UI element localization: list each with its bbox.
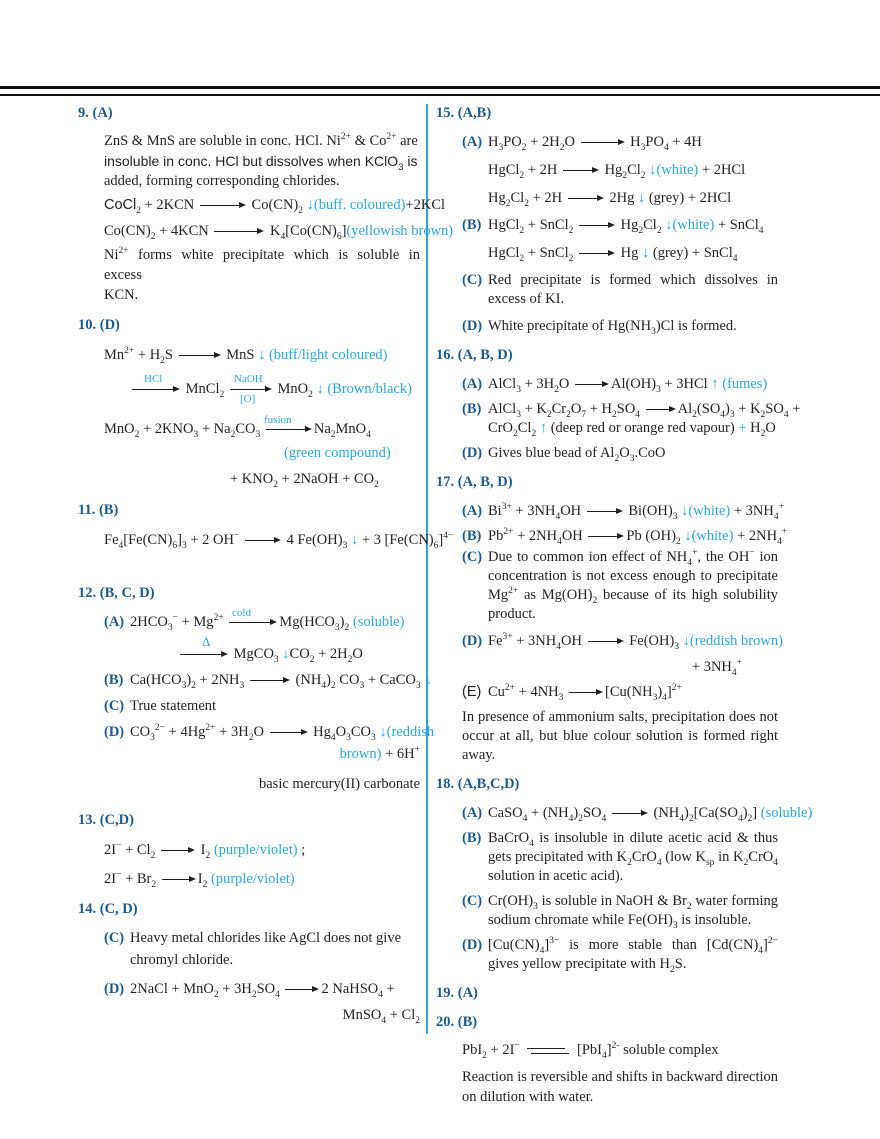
answer-15-option-a: (A) H3PO2 + 2H2O H3PO4 + 4H (462, 134, 702, 153)
answer-18-option-a: (A) CaSO4 + (NH4)2SO4 (NH4)2[Ca(SO4)2] (… (462, 805, 813, 824)
answer-20-note: Reaction is reversible and shifts in bac… (462, 1069, 778, 1105)
answer-15-option-b: (B) HgCl2 + SnCl2 Hg2Cl2 ↓(white) + SnCl… (462, 217, 764, 236)
answer-18-option-d: (D) [Cu(CN)4]3− is more stable than [Cd(… (462, 936, 778, 975)
answer-14-option-c: (C) Heavy metal chlorides like AgCl does… (104, 930, 402, 946)
answer-9-line-3: added, forming corresponding chlorides. (104, 173, 340, 189)
ammonium-salts-note: In presence of ammonium salts, precipita… (462, 709, 778, 763)
answer-12-option-d: (D) CO32− + 4Hg2+ + 3H2O Hg4O3CO3 ↓(redd… (104, 723, 435, 743)
answer-12-option-b: (B) Ca(HCO3)2 + 2NH3 (NH4)2 CO3 + CaCO3 … (104, 672, 432, 691)
answer-12-heading: 12. (B, C, D) (78, 585, 155, 601)
answer-17-option-d: (D) Fe3+ + 3NH4OH Fe(OH)3 ↓(reddish brow… (462, 632, 783, 652)
answer-9-explanation: ZnS & MnS are soluble in conc. HCl. Ni2+… (104, 131, 454, 305)
answer-11: 11. (B) Fe4[Fe(CN)6]3 + 2 OH− 4 Fe(OH)3 … (78, 501, 454, 551)
answer-13-reaction-1: 2I− + Cl2 I2 (purple/violet) ; (104, 841, 306, 861)
answer-11-reaction: Fe4[Fe(CN)6]3 + 2 OH− 4 Fe(OH)3 ↓ + 3 [F… (104, 531, 454, 551)
answer-17: 17. (A, B, D) (A) Bi3+ + 3NH4OH Bi(OH)3 … (436, 473, 788, 765)
answer-15: 15. (A,B) (A) H3PO2 + 2H2O H3PO4 + 4H Hg… (436, 104, 778, 337)
answer-9-reaction-1: CoCl2 + 2KCN Co(CN)2 ↓(buff. coloured)+2… (104, 197, 445, 216)
basic-mercury-carbonate-note: basic mercury(II) carbonate (258, 776, 420, 792)
oxidation-label: [O] (240, 393, 256, 405)
answer-9-line-7: KCN. (104, 287, 139, 303)
top-rule-thick (0, 86, 880, 89)
answer-9: 9. (A) ZnS & MnS are soluble in conc. HC… (78, 104, 454, 305)
answer-16-body: (A) AlCl3 + 3H2O Al(OH)3 + 3HCl ↑ (fumes… (462, 375, 801, 464)
answer-9-heading: 9. (A) (78, 105, 113, 121)
answer-11-heading: 11. (B) (78, 502, 119, 518)
answer-12: 12. (B, C, D) (A) 2HCO3− + Mg2+ Mg(HCO3)… (78, 584, 435, 794)
answer-15-option-a-line-2: HgCl2 + 2H Hg2Cl2 ↓(white) + 2HCl (488, 162, 746, 181)
answer-10-products: + KNO2 + 2NaOH + CO2 (230, 471, 379, 490)
answer-19-heading: 19. (A) (436, 985, 478, 1001)
naoh-label: NaOH (234, 373, 263, 385)
fusion-label: fusion (264, 414, 292, 426)
answer-14: 14. (C, D) (C) Heavy metal chlorides lik… (78, 900, 420, 1026)
answer-16: 16. (A, B, D) (A) AlCl3 + 3H2O Al(OH)3 +… (436, 346, 801, 464)
answer-14-option-c-cont: chromyl chloride. (130, 952, 234, 968)
answer-16-option-b: (B) AlCl3 + K2Cr2O7 + H2SO4 Al2(SO4)3 + … (462, 401, 801, 439)
hcl-label: HCl (144, 373, 163, 385)
right-column: 15. (A,B) (A) H3PO2 + 2H2O H3PO4 + 4H Hg… (436, 104, 813, 1107)
answer-12-option-a-step-2: Δ MgCO3 ↓CO2 + 2H2O (104, 634, 420, 665)
answer-9-line-2: insoluble in conc. HCl but dissolves whe… (104, 153, 418, 173)
answer-9-line-1: ZnS & MnS are soluble in conc. HCl. Ni2+… (104, 132, 418, 149)
answer-15-option-c: (C) Red precipitate is formed which diss… (462, 272, 778, 307)
answer-13-heading: 13. (C,D) (78, 812, 134, 828)
answer-20-heading: 20. (B) (436, 1014, 478, 1030)
answer-14-body: (C) Heavy metal chlorides like AgCl does… (104, 929, 420, 1026)
top-rule-thin (0, 94, 880, 96)
answer-15-option-d: (D) White precipitate of Hg(NH3)Cl is fo… (462, 318, 737, 337)
answer-10-reaction-1: Mn2+ + H2S MnS ↓ (buff/light coloured) (104, 346, 388, 366)
answer-17-option-e: (E) Cu2+ + 4NH3 [Cu(NH3)4]2+ (462, 683, 682, 703)
answer-10-reaction-2: HCl NaOH [O] MnCl2 MnO2 ↓ (Brown/black) (104, 373, 420, 405)
answer-20-reaction: PbI2 + 2I− [PbI4]2- soluble complex (462, 1041, 719, 1061)
heat-label: Δ (202, 634, 211, 649)
answer-13-body: 2I− + Cl2 I2 (purple/violet) ; 2I− + Br2… (104, 840, 420, 889)
answer-10-heading: 10. (D) (78, 317, 120, 333)
answer-12-option-c: (C) True statement (104, 698, 217, 714)
answer-14-option-d-cont: MnSO4 + Cl2 (342, 1007, 420, 1026)
answer-15-option-b-line-2: HgCl2 + SnCl2 Hg ↓ (grey) + SnCl4 (488, 245, 738, 264)
column-divider (426, 104, 428, 1034)
left-column: 9. (A) ZnS & MnS are soluble in conc. HC… (78, 104, 454, 1026)
answer-9-line-6: Ni2+ forms white precipitate which is so… (104, 246, 420, 283)
answer-16-option-d: (D) Gives blue bead of Al2O3.CoO (462, 445, 666, 464)
answer-9-reaction-2: Co(CN)2 + 4KCN K4[Co(CN)6](yellowish bro… (104, 223, 454, 242)
answer-14-heading: 14. (C, D) (78, 901, 138, 917)
answer-18-body: (A) CaSO4 + (NH4)2SO4 (NH4)2[Ca(SO4)2] (… (462, 804, 813, 975)
answer-20: 20. (B) PbI2 + 2I− [PbI4]2- soluble comp… (436, 1013, 778, 1107)
answer-10-reaction-3: fusion MnO2 + 2KNO3 + Na2CO3 Na2MnO4 (104, 414, 420, 440)
answer-18-option-c: (C) Cr(OH)3 is soluble in NaOH & Br2 wat… (462, 893, 778, 931)
answer-17-body: (A) Bi3+ + 3NH4OH Bi(OH)3 ↓(white) + 3NH… (462, 502, 788, 703)
answer-17-option-d-cont: + 3NH4+ (691, 658, 742, 678)
answer-15-option-a-line-3: Hg2Cl2 + 2H 2Hg ↓ (grey) + 2HCl (488, 190, 732, 209)
answer-17-heading: 17. (A, B, D) (436, 474, 513, 490)
answer-17-option-b: (B) Pb2+ + 2NH4OH Pb (OH)2 ↓(white) + 2N… (462, 527, 788, 547)
answer-15-heading: 15. (A,B) (436, 105, 492, 121)
answer-12-body: (A) 2HCO3− + Mg2+ Mg(HCO3)2 (soluble) co… (104, 607, 435, 794)
answer-16-heading: 16. (A, B, D) (436, 347, 513, 363)
green-compound-note: (green compound) (284, 445, 391, 461)
answer-16-option-a: (A) AlCl3 + 3H2O Al(OH)3 + 3HCl ↑ (fumes… (462, 376, 768, 395)
answer-15-body: (A) H3PO2 + 2H2O H3PO4 + 4H HgCl2 + 2H H… (462, 133, 778, 337)
answer-17-option-a: (A) Bi3+ + 3NH4OH Bi(OH)3 ↓(white) + 3NH… (462, 502, 784, 522)
answer-18: 18. (A,B,C,D) (A) CaSO4 + (NH4)2SO4 (NH4… (436, 775, 813, 975)
answer-12-option-a: (A) 2HCO3− + Mg2+ Mg(HCO3)2 (soluble) co… (104, 607, 420, 633)
answer-10-body: Mn2+ + H2S MnS ↓ (buff/light coloured) H… (104, 345, 420, 489)
answer-12-option-d-cont: brown) + 6H+ (339, 745, 420, 762)
answer-18-option-b: (B) BaCrO4 is insoluble in dilute acetic… (462, 830, 779, 884)
answer-14-option-d: (D) 2NaCl + MnO2 + 3H2SO4 2 NaHSO4 + (104, 981, 395, 1000)
answer-17-option-c: (C) Due to common ion effect of NH4+, th… (462, 548, 778, 622)
answer-13: 13. (C,D) 2I− + Cl2 I2 (purple/violet) ;… (78, 811, 420, 890)
cold-label: cold (232, 607, 251, 619)
equilibrium-arrow (527, 1046, 570, 1056)
answer-10: 10. (D) Mn2+ + H2S MnS ↓ (buff/light col… (78, 316, 420, 490)
answer-13-reaction-2: 2I− + Br2 I2 (purple/violet) (104, 870, 295, 890)
answer-19: 19. (A) (436, 984, 778, 1002)
answer-18-heading: 18. (A,B,C,D) (436, 776, 520, 792)
